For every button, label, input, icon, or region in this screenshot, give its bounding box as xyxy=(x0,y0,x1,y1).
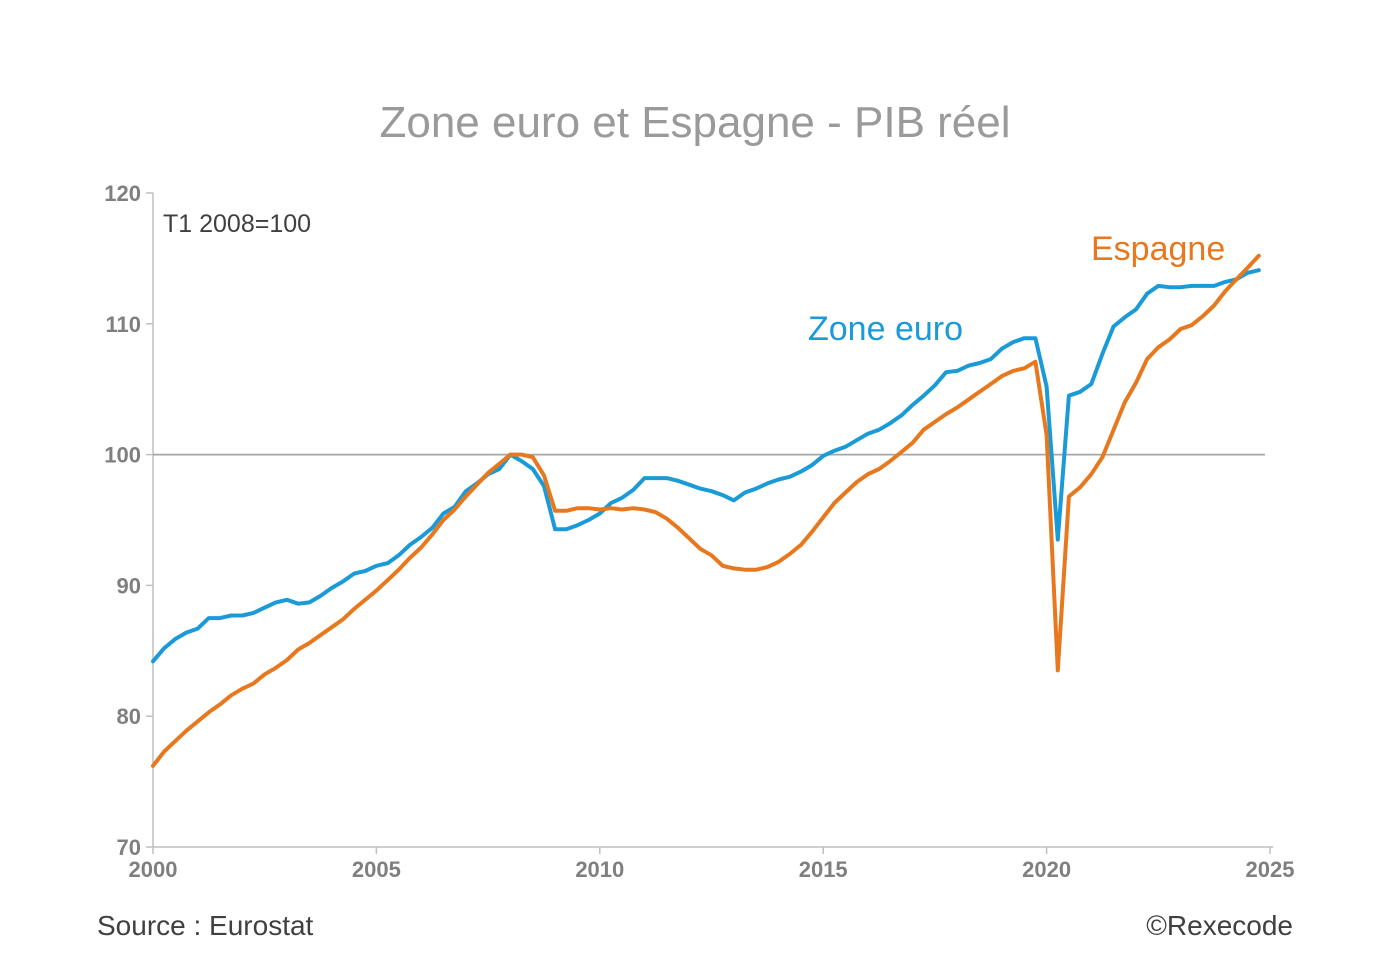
x-tick-label: 2015 xyxy=(799,857,848,882)
x-tick-label: 2010 xyxy=(575,857,624,882)
series-lines xyxy=(151,253,1261,768)
x-tick-label: 2000 xyxy=(129,857,178,882)
source-note: Source : Eurostat xyxy=(97,910,314,941)
x-tick-label: 2005 xyxy=(352,857,401,882)
series-label-zone-euro: Zone euro xyxy=(808,310,963,348)
x-tick-label: 2025 xyxy=(1246,857,1295,882)
y-tick-label: 80 xyxy=(117,704,141,729)
series-line-zone-euro xyxy=(151,268,1261,664)
y-tick-label: 110 xyxy=(106,312,142,337)
y-tick-label: 120 xyxy=(104,181,141,206)
x-tick-label: 2020 xyxy=(1022,857,1071,882)
axes xyxy=(146,192,1273,854)
series-label-espagne: Espagne xyxy=(1091,230,1225,268)
y-tick-label: 90 xyxy=(117,573,141,598)
chart-title: Zone euro et Espagne - PIB réel xyxy=(379,98,1011,147)
y-tick-label: 70 xyxy=(117,835,141,860)
chart-subtitle: T1 2008=100 xyxy=(163,210,311,238)
y-tick-label: 100 xyxy=(104,443,141,468)
series-line-espagne xyxy=(151,253,1261,768)
copyright-note: ©Rexecode xyxy=(1146,910,1293,941)
tick-labels: 70 80 90 100 110 120 2000 2005 2010 2015 2020 2025 xyxy=(104,181,1294,882)
